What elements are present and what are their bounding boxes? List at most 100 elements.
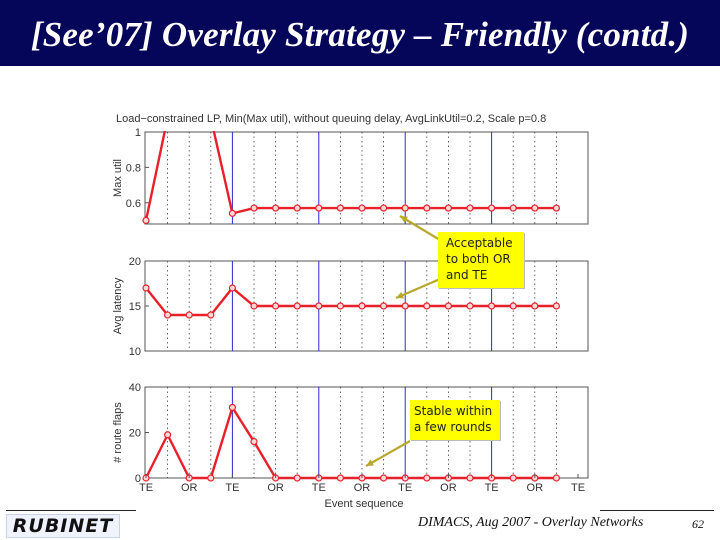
data-point	[250, 438, 258, 446]
y-tick-label: 20	[129, 428, 141, 440]
rubinet-logo: RUBINET	[6, 514, 120, 538]
data-point	[466, 474, 474, 482]
data-point	[401, 204, 409, 212]
callout-line: to both OR	[446, 252, 511, 266]
y-axis-label: Avg latency	[112, 277, 124, 334]
arrow-head	[366, 459, 374, 466]
y-tick-label: 0.6	[126, 198, 141, 210]
footer-divider	[600, 510, 714, 511]
data-point	[293, 474, 301, 482]
data-point	[336, 204, 344, 212]
callout-line: and TE	[446, 268, 488, 282]
y-tick-label: 10	[129, 346, 141, 358]
y-tick-label: 20	[129, 256, 141, 268]
data-point	[250, 302, 258, 310]
footer-text: DIMACS, Aug 2007 - Overlay Networks	[418, 515, 644, 530]
x-tick-label: TE	[312, 482, 326, 494]
x-tick-label: TE	[485, 482, 499, 494]
data-point	[358, 302, 366, 310]
x-axis-label: Event sequence	[325, 498, 404, 510]
callout-line: Acceptable	[446, 236, 513, 250]
y-tick-label: 15	[129, 301, 141, 313]
data-point	[488, 302, 496, 310]
data-point	[509, 204, 517, 212]
series-line	[145, 286, 557, 317]
x-tick-label: OR	[440, 482, 457, 494]
data-point	[552, 302, 561, 310]
x-tick-label: TE	[139, 482, 153, 494]
data-point	[164, 311, 172, 319]
chart-title: Load−constrained LP, Min(Max util), with…	[116, 113, 546, 125]
x-tick-label: OR	[527, 482, 544, 494]
data-point	[272, 204, 280, 212]
data-point	[293, 302, 301, 310]
y-tick-label: 1	[135, 127, 141, 139]
arrow-shaft	[395, 277, 441, 300]
data-point	[336, 302, 344, 310]
callout-line: Stable within	[414, 404, 493, 418]
arrow-shaft	[365, 440, 411, 467]
arrow-shaft	[399, 215, 441, 241]
data-point	[380, 474, 388, 482]
y-tick-label: 0	[135, 473, 141, 485]
data-point	[423, 474, 431, 482]
arrow-head	[396, 291, 404, 299]
chart-panel-3: 40 20 0 # route flaps	[112, 382, 589, 485]
data-point	[444, 204, 452, 212]
panel-frame	[144, 386, 589, 479]
data-point	[185, 311, 193, 319]
data-point	[228, 284, 236, 292]
data-point	[228, 209, 236, 217]
callout-line: a few rounds	[414, 420, 492, 434]
x-tick-label: TE	[398, 482, 412, 494]
data-point	[488, 204, 496, 212]
data-point	[293, 204, 301, 212]
data-point	[142, 284, 150, 292]
data-point	[466, 204, 474, 212]
data-point	[531, 204, 539, 212]
data-point	[444, 302, 452, 310]
data-point	[552, 474, 561, 482]
data-point	[315, 302, 323, 310]
data-point	[164, 431, 172, 439]
panel-frame	[144, 131, 589, 225]
data-point	[380, 302, 388, 310]
y-tick-label: 0.8	[126, 162, 141, 174]
data-point	[250, 204, 258, 212]
y-axis-label: # route flaps	[112, 402, 124, 463]
logo-text: RUBINET	[12, 515, 114, 537]
data-point	[466, 302, 474, 310]
data-point	[509, 474, 517, 482]
data-point	[142, 216, 150, 225]
data-point	[423, 302, 431, 310]
title-bar	[0, 0, 720, 66]
callout-stable: Stable within a few rounds	[410, 400, 500, 440]
data-point	[552, 204, 561, 212]
y-axis-label: Max util	[112, 159, 124, 197]
x-tick-label: OR	[267, 482, 284, 494]
footer-divider	[6, 510, 136, 511]
data-point	[336, 474, 344, 482]
data-point	[272, 302, 280, 310]
x-tick-label: OR	[181, 482, 198, 494]
data-point	[358, 204, 366, 212]
data-point	[207, 311, 215, 319]
arrow-head	[400, 216, 408, 223]
data-point	[401, 302, 409, 310]
page-number: 62	[692, 517, 704, 531]
data-point	[509, 302, 517, 310]
series-line	[144, 404, 557, 480]
data-point	[380, 204, 388, 212]
y-tick-label: 40	[129, 382, 141, 394]
x-tick-label: TE	[225, 482, 239, 494]
data-point	[315, 204, 323, 212]
data-point	[423, 204, 431, 212]
slide-title: [See’07] Overlay Strategy – Friendly (co…	[30, 15, 690, 54]
callout-arrows	[365, 215, 441, 467]
data-point	[228, 403, 236, 412]
series-line	[144, 131, 557, 221]
data-point	[207, 474, 215, 482]
data-point	[531, 302, 539, 310]
